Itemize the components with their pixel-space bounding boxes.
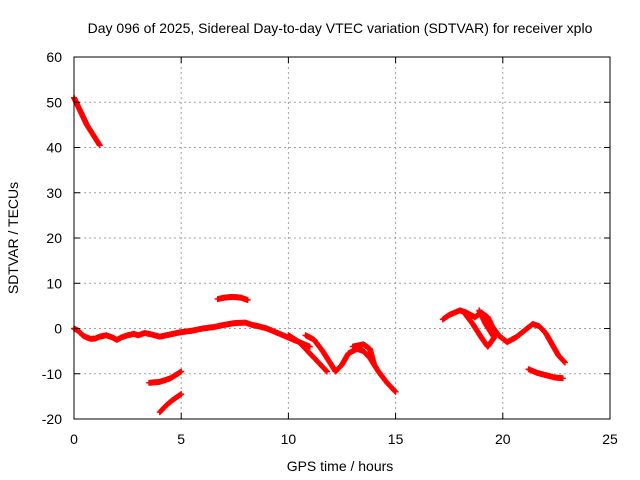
data-point: [244, 296, 251, 303]
series-dip-11: [285, 332, 330, 375]
axis-ticks: 0 5 10 15 20 25 -20 -10 0 10 20 30 40 50 60: [42, 49, 618, 447]
y-tick-label: 30: [46, 185, 62, 201]
series-loop-13: [349, 341, 378, 368]
y-tick-label: 20: [46, 230, 62, 246]
data-point: [178, 391, 185, 398]
x-tick-label: 15: [388, 431, 404, 447]
data-point: [391, 388, 398, 395]
data-point: [323, 368, 330, 375]
y-tick-label: 10: [46, 275, 62, 291]
data-point: [323, 367, 330, 374]
y-tick-label: 60: [46, 49, 62, 65]
series-afternoon: [439, 307, 568, 366]
series-late-neg: [525, 366, 566, 382]
series-early-high: [71, 94, 103, 149]
data-point: [561, 358, 568, 365]
series-neg-18: [156, 391, 185, 416]
y-tick-label: 40: [46, 140, 62, 156]
y-tick-label: 0: [54, 321, 62, 337]
data-point: [559, 375, 566, 382]
data-point: [306, 343, 313, 350]
x-tick-label: 25: [602, 431, 618, 447]
x-tick-label: 5: [177, 431, 185, 447]
x-tick-label: 20: [495, 431, 511, 447]
data-point: [371, 361, 378, 368]
x-tick-label: 10: [281, 431, 297, 447]
series-neg-12: [146, 368, 185, 386]
data-point: [96, 142, 103, 149]
data-point: [392, 388, 399, 395]
y-tick-label: 50: [46, 94, 62, 110]
grid: [74, 57, 610, 419]
chart-title: Day 096 of 2025, Sidereal Day-to-day VTE…: [88, 20, 593, 36]
series-plateau-7: [214, 293, 251, 303]
y-axis-title: SDTVAR / TECUs: [5, 182, 21, 294]
y-tick-label: -20: [42, 411, 62, 427]
data-point: [561, 359, 568, 366]
x-tick-label: 0: [70, 431, 78, 447]
data-point: [476, 307, 483, 314]
data-points: [71, 94, 568, 416]
data-point: [178, 368, 185, 375]
series-dip-12: [302, 332, 399, 395]
y-tick-label: -10: [42, 366, 62, 382]
series-baseline: [71, 319, 313, 350]
x-axis-title: GPS time / hours: [287, 458, 394, 474]
series-afternoon-loop: [461, 307, 498, 350]
